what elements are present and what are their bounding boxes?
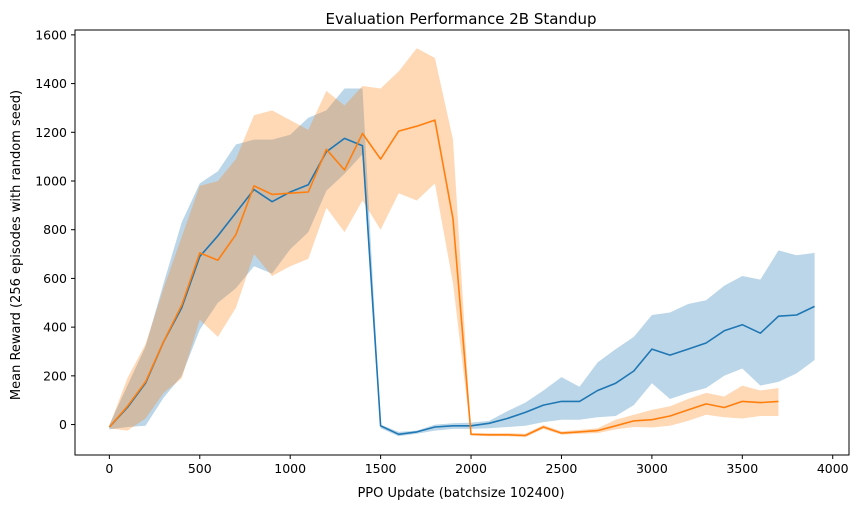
confidence-bands (109, 48, 815, 438)
y-tick-label: 800 (43, 222, 67, 237)
x-tick-label: 2500 (546, 461, 578, 476)
x-tick-label: 1000 (274, 461, 306, 476)
series-2-line (108, 119, 779, 437)
y-tick-label: 0 (59, 417, 67, 432)
chart-title: Evaluation Performance 2B Standup (326, 10, 597, 28)
x-tick-label: 3000 (636, 461, 668, 476)
x-tick-label: 2000 (455, 461, 487, 476)
x-tick-label: 1500 (365, 461, 397, 476)
series-lines (108, 119, 815, 437)
y-tick-label: 200 (43, 368, 67, 383)
y-tick-label: 1000 (35, 174, 67, 189)
plot-frame (74, 29, 850, 456)
y-axis-label: Mean Reward (256 episodes with random se… (9, 90, 24, 400)
x-tick-label: 4000 (817, 461, 849, 476)
y-tick-label: 1400 (35, 76, 67, 91)
x-tick-label: 3500 (726, 461, 758, 476)
y-tick-label: 1200 (35, 125, 67, 140)
x-tick-label: 500 (188, 461, 212, 476)
x-tick-label: 0 (105, 461, 113, 476)
y-tick-label: 600 (43, 271, 67, 286)
series-1-band (109, 88, 815, 437)
series-2-band (109, 48, 779, 438)
series-1-line (108, 137, 815, 436)
axes: 0 500 1000 1500 2000 2500 3000 3500 4000 0 200 400 6… (35, 27, 850, 476)
y-tick-label: 400 (43, 320, 67, 335)
x-axis-label: PPO Update (batchsize 102400) (357, 486, 564, 501)
y-tick-label: 1600 (35, 27, 67, 42)
